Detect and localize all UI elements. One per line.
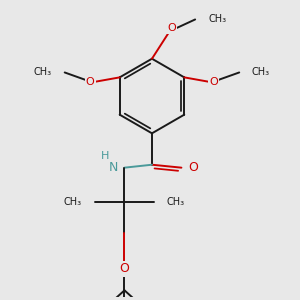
Text: O: O [167,23,176,33]
Text: N: N [109,161,118,174]
Text: O: O [209,77,218,87]
Text: H: H [101,151,109,161]
Text: O: O [119,262,129,275]
Text: CH₃: CH₃ [167,197,185,207]
Text: CH₃: CH₃ [209,14,227,25]
Text: CH₃: CH₃ [63,197,81,207]
Text: O: O [188,161,198,174]
Text: CH₃: CH₃ [252,68,270,77]
Text: O: O [86,77,94,87]
Text: CH₃: CH₃ [34,68,52,77]
